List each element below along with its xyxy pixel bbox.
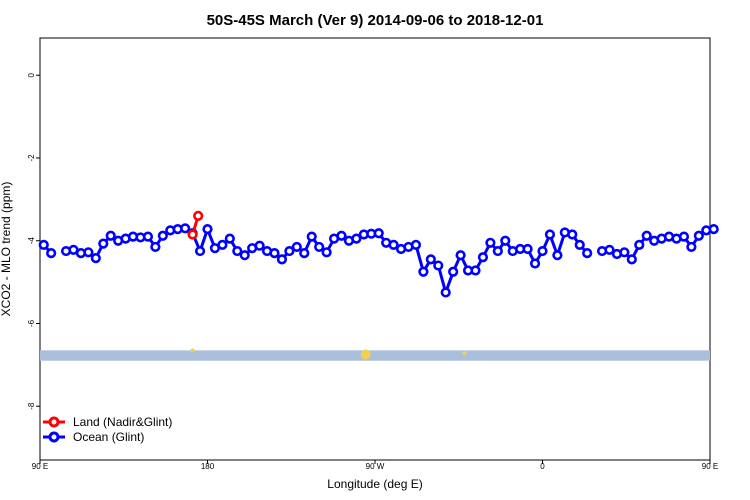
yellow-marker [462,351,467,356]
ocean-data-point [269,248,280,259]
ocean-data-point [485,237,496,248]
x-tick-label: 180 [201,462,215,471]
ocean-data-point [299,248,310,259]
legend-land-label: Land (Nadir&Glint) [73,415,172,429]
ocean-data-point [83,247,94,258]
ocean-data-point [492,245,503,257]
y-tick-label: 0 [27,72,36,77]
yellow-marker [360,349,371,360]
ocean-data-point [194,245,206,257]
ocean-data-point [373,228,384,239]
y-axis-label: XCO2 - MLO trend (ppm) [0,182,13,317]
y-tick-label: -4 [27,237,36,245]
ocean-data-point [46,248,57,259]
ocean-data-point [105,230,116,241]
legend-item-land: Land (Nadir&Glint) [43,415,172,429]
ocean-data-point [440,287,451,298]
band-rect [40,350,710,361]
series-layer [38,210,719,298]
ocean-data-point [284,245,295,257]
x-axis-label: Longitude (deg E) [327,477,422,491]
ocean-data-point [38,239,49,250]
y-tick-label: -6 [27,319,36,327]
ocean-data-point [567,229,578,240]
x-tick-label: 90 W [366,462,385,471]
ocean-data-point [537,245,548,257]
land-data-point [187,229,198,240]
ocean-data-point [157,230,168,241]
ocean-data-point [529,258,541,269]
ocean-data-point [634,239,645,250]
ocean-data-point [686,241,697,253]
ocean-data-point [574,239,585,250]
ocean-data-point [314,241,325,253]
ocean-data-point [641,230,652,241]
ocean-data-point [448,266,459,277]
ocean-data-point [388,239,399,250]
ocean-data-point [470,265,481,276]
ocean-data-point [455,250,466,261]
ocean-data-point [217,239,228,250]
legend-ocean-label: Ocean (Glint) [73,430,144,444]
ocean-data-point [224,233,235,244]
x-tick-label: 90 E [702,462,718,471]
legend-ocean-marker [48,431,60,443]
ocean-data-point [425,254,436,265]
legend-item-ocean: Ocean (Glint) [43,430,144,444]
ocean-data-point [202,224,213,235]
ocean-data-point [552,250,563,261]
ocean-data-point [142,231,154,242]
y-tick-label: -8 [27,402,36,410]
ocean-data-point [693,230,704,241]
ocean-data-point [604,244,615,255]
ocean-data-point [500,235,511,246]
x-tick-label: 0 [540,462,545,471]
ocean-data-point [239,250,250,261]
land-data-point [193,210,204,222]
y-tick-label: -2 [27,154,36,162]
legend: Land (Nadir&Glint) Ocean (Glint) [43,415,172,444]
ocean-data-point [98,238,109,249]
legend-land-marker [48,416,60,428]
ocean-data-point [433,260,444,271]
ocean-data-point [410,239,422,250]
ocean-data-point [90,253,101,264]
x-tick-label: 90 E [32,462,48,471]
ocean-data-point [254,240,265,251]
ocean-data-point [291,241,302,253]
ocean-data-point [418,266,429,277]
ocean-data-point [522,243,533,255]
ocean-data-point [276,254,288,265]
ocean-data-point [351,233,362,244]
ocean-data-point [477,252,489,263]
ocean-data-point [544,229,556,240]
ocean-data-point [619,247,630,258]
ocean-data-point [626,254,637,265]
yellow-marker [190,348,195,353]
x-axis: 90 E 180 90 W 0 90 E [32,460,718,471]
ocean-data-point [306,231,317,242]
land-yellow-markers [190,348,467,360]
ocean-data-point [582,248,593,259]
observation-band [40,350,710,361]
ocean-data-point [678,231,690,242]
chart-title: 50S-45S March (Ver 9) 2014-09-06 to 2018… [207,12,544,29]
y-axis: 0 -2 -4 -6 -8 [27,72,40,410]
ocean-data-point [232,245,243,257]
ocean-data-point [708,224,719,235]
ocean-data-point [150,241,161,253]
ocean-data-point [180,223,191,234]
ocean-data-point [321,247,332,258]
ocean-data-point [336,230,347,241]
